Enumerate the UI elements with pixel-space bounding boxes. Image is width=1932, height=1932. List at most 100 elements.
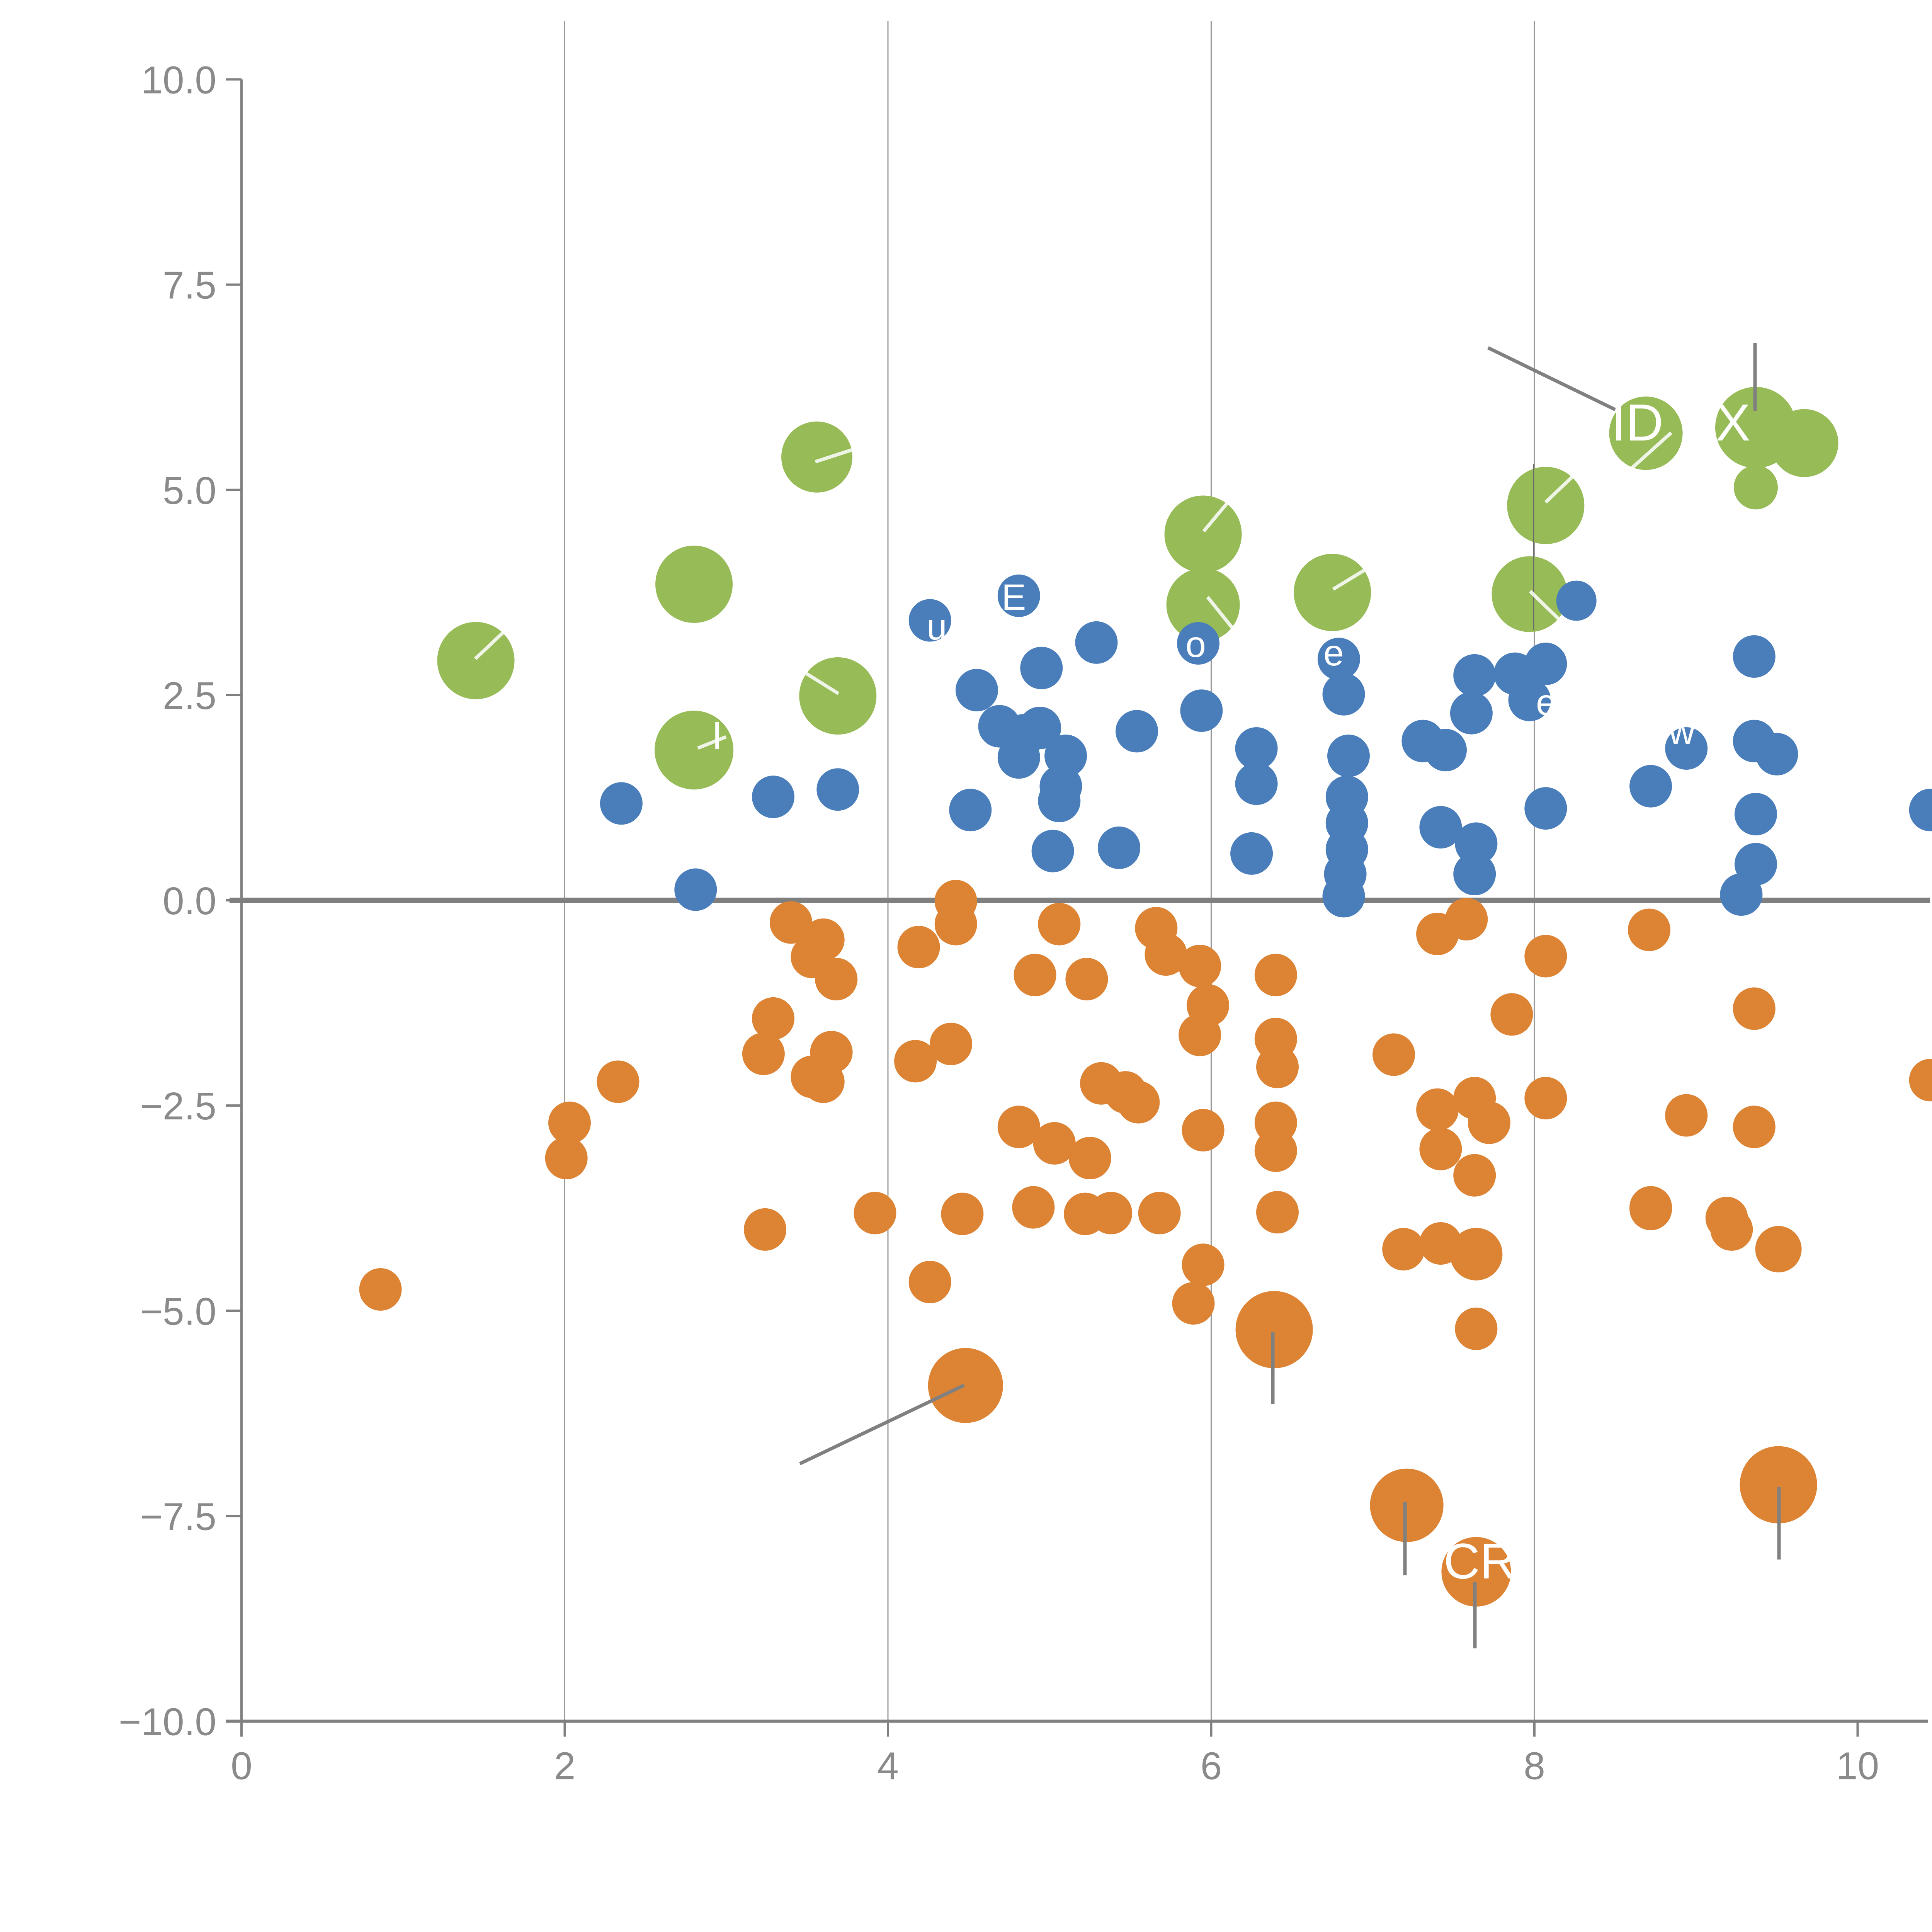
gray-leader-line	[799, 1383, 965, 1466]
data-point	[1445, 898, 1488, 940]
data-point	[1735, 793, 1777, 835]
data-point	[1256, 1046, 1299, 1088]
data-point	[854, 1192, 896, 1235]
data-point	[1038, 903, 1081, 946]
data-point	[956, 669, 998, 712]
data-point	[1909, 789, 1932, 832]
y-tick-label: 0.0	[163, 879, 216, 923]
data-point	[600, 782, 643, 825]
data-point	[997, 1105, 1040, 1148]
y-tick-label: 10.0	[141, 59, 216, 102]
x-tick-label: 8	[1524, 1745, 1545, 1788]
data-point	[908, 1260, 951, 1303]
data-point	[1720, 873, 1763, 916]
data-point	[742, 1032, 785, 1075]
data-point	[1068, 1137, 1111, 1180]
data-point	[1441, 1537, 1511, 1607]
data-point	[930, 1022, 973, 1065]
data-point	[1424, 729, 1467, 772]
data-point	[1524, 1077, 1567, 1119]
data-point	[997, 736, 1040, 779]
data-point	[1180, 689, 1223, 732]
data-point	[1740, 1446, 1817, 1524]
data-point	[1909, 1059, 1932, 1102]
y-tick-label: −10.0	[119, 1701, 216, 1744]
data-point	[1117, 1081, 1160, 1124]
data-point	[1182, 1109, 1225, 1151]
data-point	[1177, 622, 1219, 665]
data-points	[359, 387, 1932, 1607]
data-point	[1755, 733, 1798, 776]
annotation-leader-lines	[474, 343, 1781, 1648]
bubble-label-fragment: X	[1716, 393, 1750, 452]
white-leader-line	[1529, 590, 1563, 623]
data-point	[1075, 621, 1118, 664]
data-point	[1012, 1186, 1055, 1229]
data-point	[752, 776, 794, 818]
data-point	[816, 768, 859, 811]
data-point	[1455, 1308, 1498, 1350]
bubble-label-fragment: E	[1002, 577, 1026, 618]
data-point	[1145, 933, 1187, 976]
data-point	[1230, 832, 1273, 875]
bubble-label-fragment: u	[927, 607, 947, 648]
data-point	[1254, 954, 1297, 997]
data-point	[1450, 1228, 1503, 1281]
data-point	[1628, 908, 1670, 951]
data-point	[1524, 787, 1567, 830]
bubble-label-fragment: ID	[1611, 393, 1663, 452]
white-leader-line	[815, 447, 855, 464]
y-tick-label: −2.5	[140, 1085, 216, 1128]
data-point	[1733, 635, 1776, 678]
bubble-label-fragment: I	[712, 714, 723, 757]
data-point	[908, 599, 951, 642]
data-point	[1179, 945, 1221, 987]
data-point	[655, 546, 733, 623]
data-point	[1609, 396, 1683, 470]
data-point	[781, 421, 852, 493]
data-point	[1098, 827, 1141, 869]
data-point	[1019, 706, 1061, 749]
data-point	[1235, 762, 1278, 805]
x-tick-label: 6	[1201, 1745, 1222, 1788]
data-point	[1031, 830, 1074, 872]
x-tick-label: 0	[231, 1745, 252, 1788]
data-point	[1322, 875, 1365, 918]
data-point	[1322, 673, 1365, 716]
data-point	[1665, 727, 1708, 770]
data-point	[799, 657, 877, 735]
data-point	[655, 711, 734, 790]
white-leader-line	[1206, 596, 1236, 632]
data-point	[1294, 554, 1371, 631]
x-tick-label: 2	[554, 1745, 576, 1788]
data-point	[545, 1137, 588, 1180]
data-point	[1629, 765, 1672, 808]
data-point	[897, 926, 940, 969]
bubble-label-fragment: w	[1668, 711, 1695, 752]
data-point	[997, 574, 1040, 617]
data-point	[1492, 556, 1568, 632]
data-point	[1164, 495, 1242, 573]
data-point	[1524, 935, 1567, 978]
data-point	[815, 958, 858, 1000]
data-point	[934, 903, 977, 946]
data-point	[1020, 646, 1063, 689]
data-point	[1733, 987, 1776, 1030]
series-blue-dots	[600, 574, 1932, 918]
data-point	[1705, 1197, 1748, 1240]
data-point	[359, 1268, 402, 1311]
data-point	[1665, 1094, 1708, 1137]
data-point	[1770, 409, 1838, 477]
data-point	[1755, 1226, 1802, 1272]
data-point	[1235, 1291, 1313, 1369]
data-point	[1033, 1122, 1076, 1165]
data-point	[1453, 1154, 1496, 1197]
data-point	[1182, 1243, 1225, 1286]
white-leader-line	[1614, 431, 1673, 485]
data-point	[548, 1101, 591, 1144]
gray-leader-line	[1487, 346, 1616, 412]
data-point	[894, 1040, 937, 1083]
data-point	[928, 1348, 1003, 1423]
